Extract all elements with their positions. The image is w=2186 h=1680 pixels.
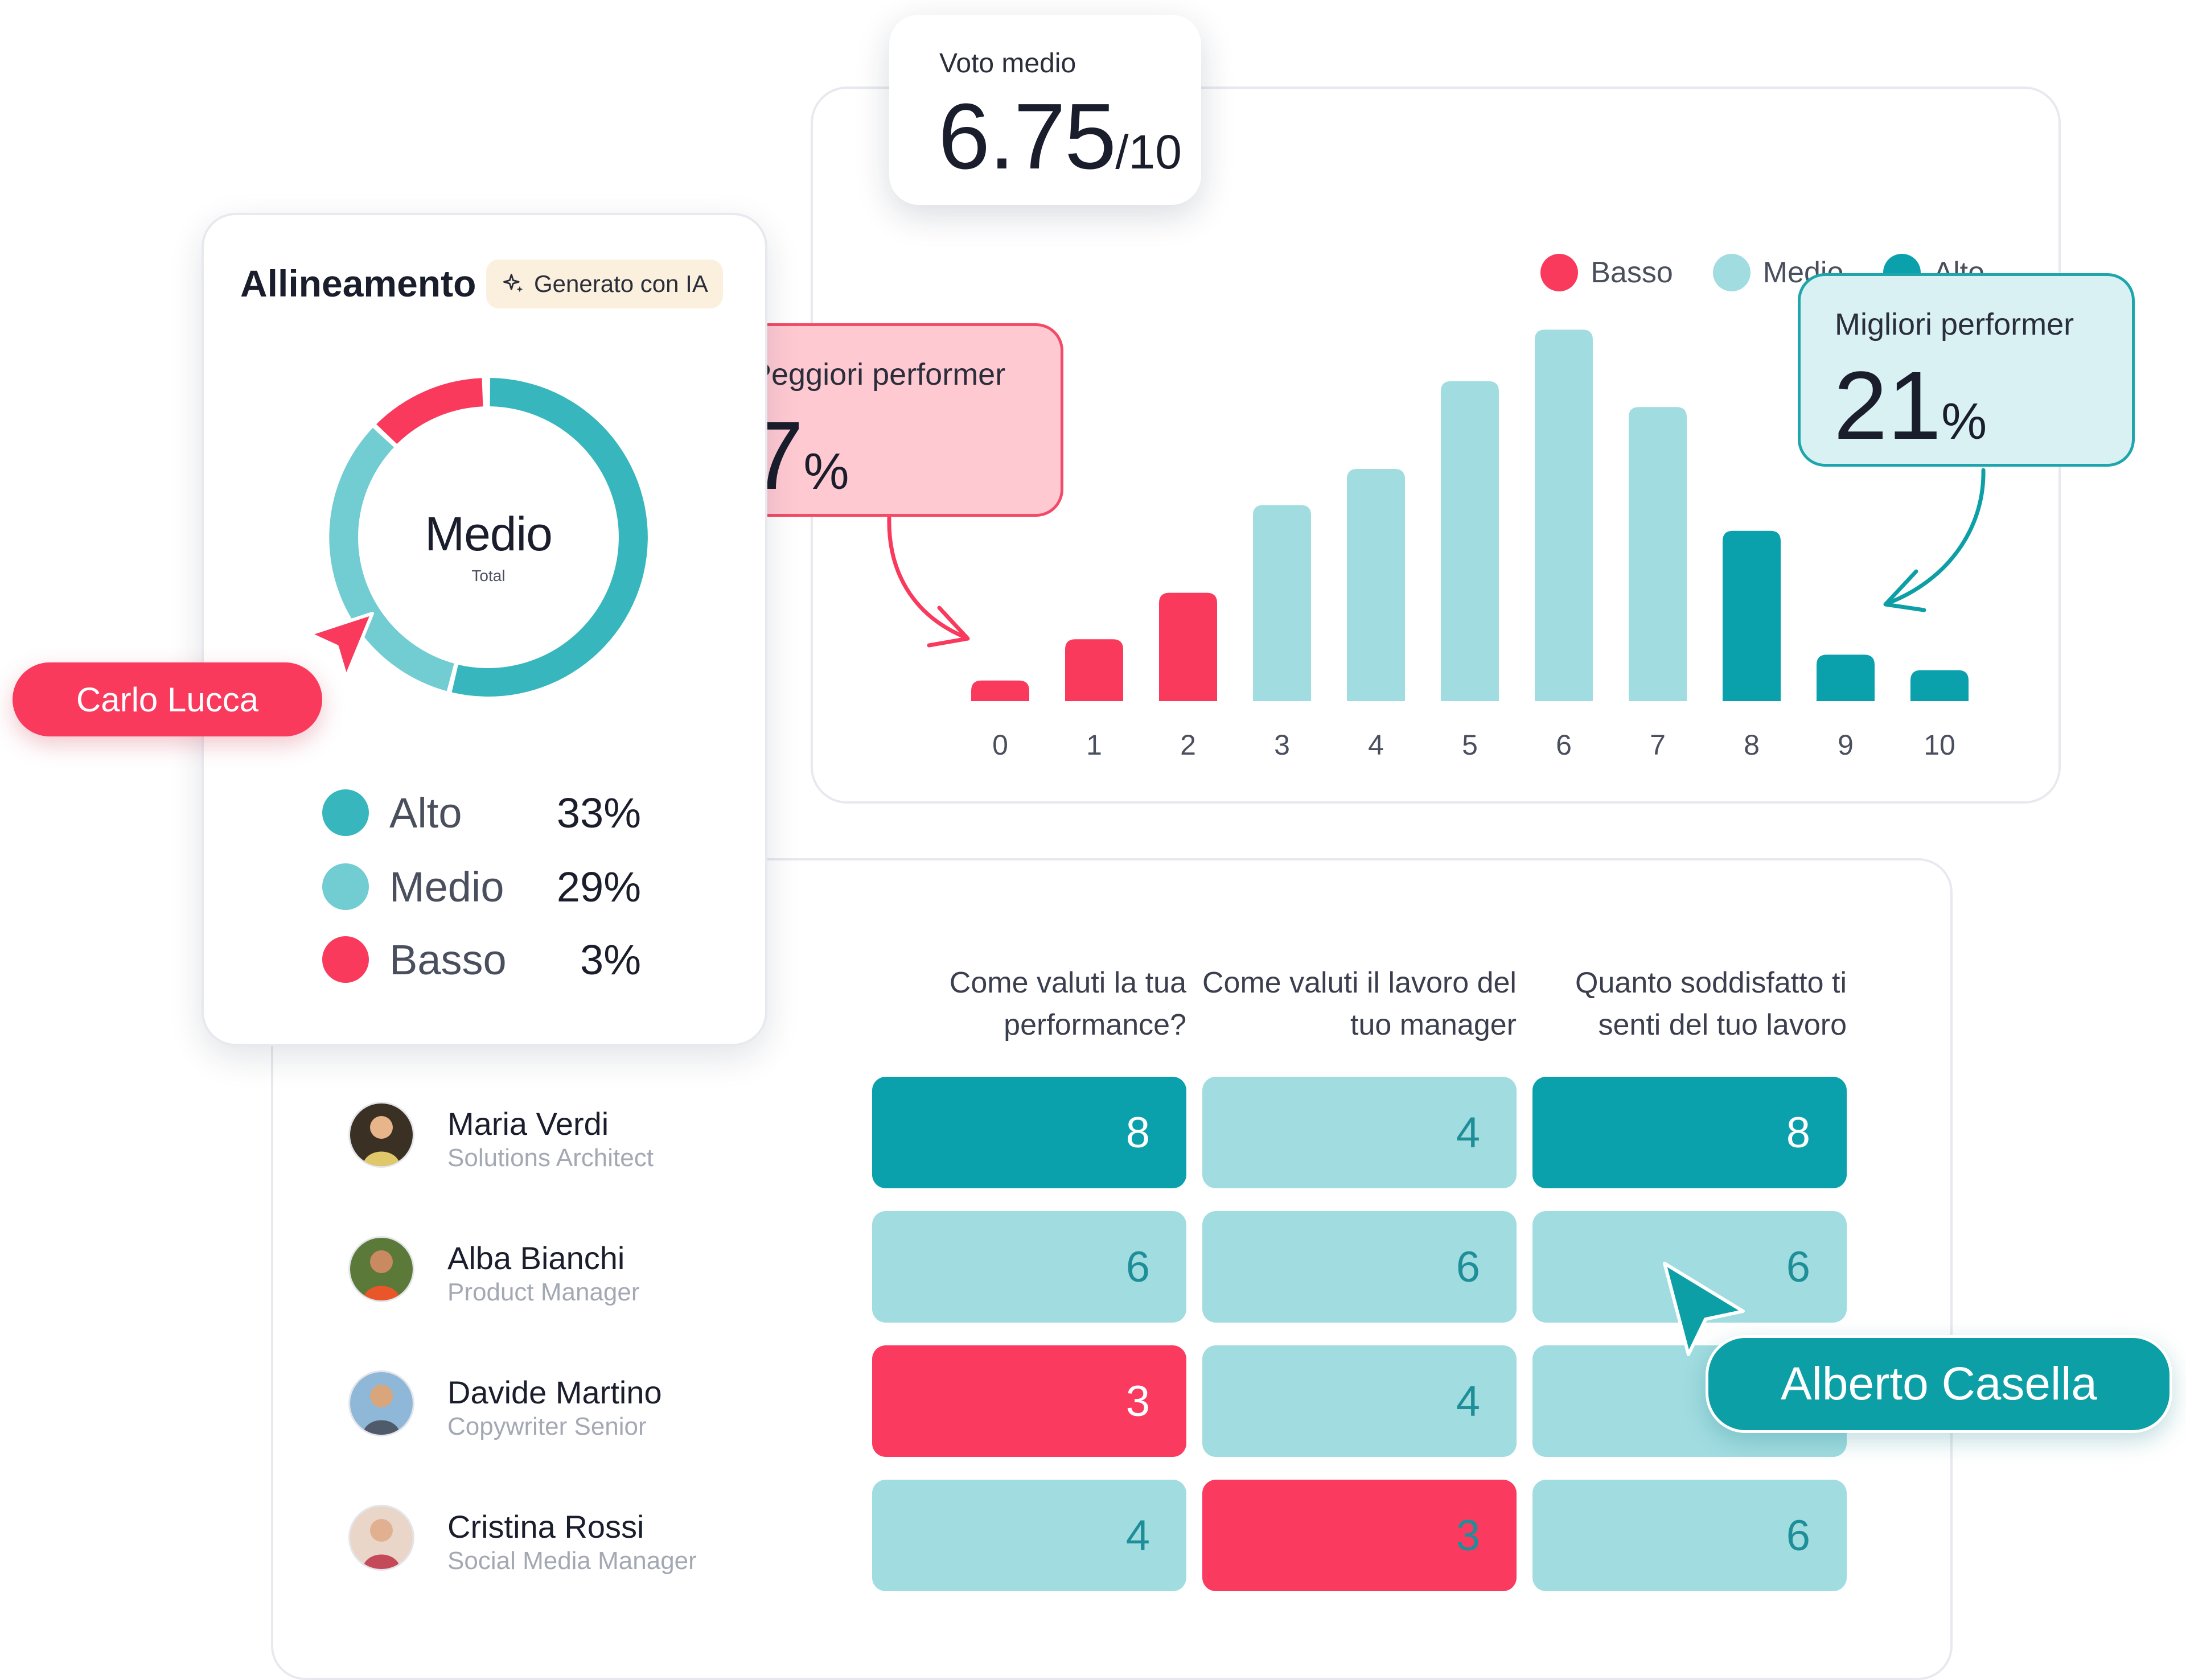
alignment-card: Allineamento Generato con IA Medio Total… — [202, 213, 767, 1046]
legend-item-medio: Medio — [1712, 254, 1843, 291]
avatar-photo-icon — [350, 1372, 413, 1435]
person-name: Alba Bianchi — [447, 1240, 625, 1276]
legend-dot-medio — [1712, 254, 1751, 291]
score-cell[interactable]: 8 — [1532, 1077, 1847, 1188]
bar-5 — [1441, 381, 1499, 701]
distribution-bar-chart: 0 1 2 3 4 5 6 7 8 9 10 — [971, 330, 1969, 761]
best-performers-value: 21% — [1834, 350, 1987, 462]
ai-badge-label: Generato con IA — [534, 270, 708, 297]
score-cell[interactable]: 4 — [1202, 1077, 1517, 1188]
bar-6 — [1535, 330, 1593, 701]
cursor-pointer-icon — [308, 612, 374, 679]
worst-performers-unit: % — [803, 443, 849, 500]
x-tick-label: 10 — [1924, 729, 1955, 761]
worst-arrow-icon — [887, 516, 970, 648]
x-tick-label: 4 — [1368, 729, 1384, 761]
average-score-suffix: /10 — [1115, 125, 1182, 179]
avatar — [348, 1505, 414, 1571]
cursor-pointer-icon — [1663, 1262, 1745, 1356]
avatar-photo-icon — [350, 1506, 413, 1569]
worst-performers-label: Peggiori performer — [751, 357, 1006, 392]
bar-3 — [1253, 505, 1311, 701]
donut-center-label: Medio — [425, 507, 553, 561]
stat-row-basso: Basso 3% — [322, 931, 641, 988]
avatar-photo-icon — [350, 1238, 413, 1300]
stat-value: 33% — [556, 789, 641, 837]
person-role: Product Manager — [447, 1278, 640, 1306]
score-cell[interactable]: 6 — [1202, 1211, 1517, 1323]
cursor-tag-carlo: Carlo Lucca — [13, 662, 322, 736]
x-tick-label: 2 — [1180, 729, 1196, 761]
score-cell[interactable]: 6 — [1532, 1480, 1847, 1591]
bar-8 — [1723, 530, 1781, 701]
average-score-number: 6.75 — [938, 84, 1116, 188]
score-cell[interactable]: 4 — [1202, 1345, 1517, 1457]
x-tick-label: 9 — [1838, 729, 1854, 761]
best-performers-unit: % — [1941, 393, 1987, 450]
stat-row-alto: Alto 33% — [322, 784, 641, 841]
person-role: Social Media Manager — [447, 1547, 697, 1575]
person-role: Copywriter Senior — [447, 1413, 647, 1440]
best-performers-label: Migliori performer — [1835, 307, 2074, 341]
stat-dot-basso — [322, 936, 369, 983]
x-tick-label: 6 — [1556, 729, 1572, 761]
average-score-label: Voto medio — [939, 48, 1076, 79]
bar-9 — [1817, 654, 1875, 701]
bar-7 — [1629, 407, 1687, 701]
bar-2 — [1159, 592, 1217, 701]
x-tick-label: 3 — [1274, 729, 1290, 761]
cursor-tag-alberto: Alberto Casella — [1706, 1335, 2172, 1433]
sparkle-icon — [503, 274, 523, 293]
stat-dot-alto — [322, 789, 369, 836]
score-cell[interactable]: 4 — [872, 1480, 1186, 1591]
bar-10 — [1910, 670, 1969, 701]
score-cell[interactable]: 3 — [872, 1345, 1186, 1457]
x-tick-label: 5 — [1462, 729, 1478, 761]
stat-label: Basso — [389, 936, 507, 983]
stat-label: Medio — [389, 863, 504, 911]
stat-value: 29% — [556, 863, 641, 911]
question-header-1: Come valuti la tua performance? — [949, 966, 1186, 1041]
worst-performers-callout: Peggiori performer 7% — [714, 323, 1063, 517]
question-header-3: Quanto soddisfatto ti senti del tuo lavo… — [1575, 966, 1847, 1041]
question-header-2: Come valuti il lavoro del tuo manager — [1202, 966, 1517, 1041]
legend-item-basso: Basso — [1540, 254, 1673, 291]
stat-label: Alto — [389, 789, 462, 837]
stat-value: 3% — [580, 936, 641, 983]
person-name: Maria Verdi — [447, 1106, 609, 1142]
alignment-title: Allineamento — [240, 262, 476, 304]
person-role: Solutions Architect — [447, 1144, 654, 1172]
average-score-card: Voto medio 6.75/10 — [889, 15, 1201, 205]
avatar-photo-icon — [350, 1103, 413, 1166]
donut-segment-basso — [376, 378, 483, 444]
avatar — [348, 1370, 414, 1436]
legend-label-basso: Basso — [1591, 256, 1673, 289]
score-cell[interactable]: 6 — [872, 1211, 1186, 1323]
person-name: Davide Martino — [447, 1374, 662, 1410]
ai-generated-badge: Generato con IA — [486, 260, 723, 308]
bar-4 — [1347, 469, 1405, 701]
score-cell[interactable]: 8 — [872, 1077, 1186, 1188]
person-name: Cristina Rossi — [447, 1509, 644, 1545]
x-tick-label: 7 — [1650, 729, 1666, 761]
donut-center: Medio Total — [318, 367, 659, 708]
bar-0 — [971, 680, 1029, 701]
stat-dot-medio — [322, 863, 369, 910]
donut-center-sublabel: Total — [471, 567, 506, 584]
x-tick-label: 0 — [992, 729, 1008, 761]
avatar — [348, 1236, 414, 1302]
stat-row-medio: Medio 29% — [322, 858, 641, 915]
best-performers-number: 21 — [1834, 352, 1942, 460]
bar-1 — [1065, 639, 1123, 701]
x-tick-label: 1 — [1086, 729, 1102, 761]
score-cell[interactable]: 3 — [1202, 1480, 1517, 1591]
donut-segment-alto — [451, 378, 648, 697]
best-performers-callout: Migliori performer 21% — [1798, 273, 2135, 467]
average-score-value: 6.75/10 — [938, 83, 1182, 190]
avatar — [348, 1102, 414, 1168]
best-arrow-icon — [1883, 468, 1986, 612]
x-tick-label: 8 — [1744, 729, 1760, 761]
legend-dot-basso — [1540, 254, 1579, 291]
